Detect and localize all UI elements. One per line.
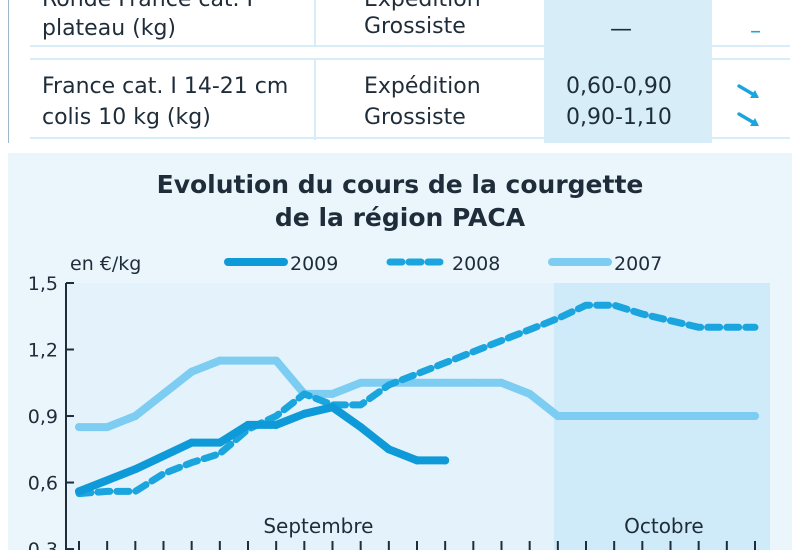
price-value: 0,60-0,90 [566,74,672,99]
product-name: plateau (kg) [42,16,177,41]
data-point-2009 [244,420,252,429]
data-point-2007 [356,378,365,387]
data-point-2007 [187,367,196,376]
data-point-2007 [413,378,421,387]
data-point-2007 [131,412,140,421]
price-table: Ronde France cat. I plateau (kg) Expédit… [0,0,800,143]
data-point-2009 [215,438,224,447]
series-line-2008 [75,301,759,498]
market-stage: Grossiste [364,14,466,39]
table-left-border [8,0,9,143]
row-divider [30,58,790,60]
series-line-2009 [75,403,450,496]
data-point-2007 [215,356,224,365]
data-point-2009 [272,420,281,429]
row-divider [30,45,790,47]
data-point-2007 [244,356,252,365]
data-point-2007 [525,389,534,398]
legend-label: 2007 [614,253,662,275]
price-value: 0,90-1,10 [566,105,672,130]
data-point-2007 [638,412,647,421]
market-stage: Expédition [364,0,481,16]
y-tick-label: 1,2 [28,340,58,362]
chart-title-line: de la région PACA [274,203,526,232]
y-tick-label: 0,3 [28,539,58,550]
y-tick-label: 0,6 [28,473,58,495]
data-point-2007 [694,412,703,421]
market-stage: Grossiste [364,105,466,130]
y-tick-label: 0,9 [28,406,58,428]
trend-indicator: – [750,0,761,14]
column-divider [314,60,316,140]
data-point-2007 [328,389,337,398]
price-value: — [610,17,632,42]
price-column-background [544,0,712,143]
product-name: Ronde France cat. I [42,0,253,16]
month-label: Septembre [263,514,373,538]
data-point-2007 [666,412,675,421]
data-point-2007 [751,412,759,421]
data-point-2009 [187,438,196,447]
data-point-2009 [131,465,140,474]
arrow-down-right-icon [737,112,759,126]
data-point-2007 [497,378,506,387]
legend-label: 2008 [452,253,500,275]
row-bottom-line [30,137,790,139]
data-point-2007 [722,412,731,421]
arrow-down-right-icon [737,84,759,98]
trend-indicator: – [750,19,761,44]
data-point-2007 [272,356,281,365]
data-point-2007 [553,412,562,421]
y-tick-label: 1,5 [28,273,58,295]
data-point-2007 [103,423,112,432]
data-point-2007 [582,412,590,421]
data-point-2007 [610,412,619,421]
data-point-2009 [300,409,309,418]
data-point-2007 [441,378,450,387]
product-name: France cat. I 14-21 cm [42,74,289,99]
data-point-2009 [441,456,450,465]
data-point-2007 [469,378,478,387]
data-point-2009 [413,456,421,465]
month-label: Octobre [624,514,704,538]
data-point-2007 [75,423,83,432]
data-point-2007 [159,389,168,398]
data-point-2009 [328,403,337,412]
column-divider [314,0,316,45]
data-point-2009 [384,445,393,454]
y-axis-label: en €/kg [70,253,141,275]
market-stage: Expédition [364,74,481,99]
data-point-2009 [356,423,365,432]
legend-label: 2009 [290,253,338,275]
chart-title: Evolution du cours de la courgette de la… [0,168,800,234]
product-name: colis 10 kg (kg) [42,105,211,130]
data-point-2009 [75,487,83,496]
chart-title-line: Evolution du cours de la courgette [156,170,644,199]
